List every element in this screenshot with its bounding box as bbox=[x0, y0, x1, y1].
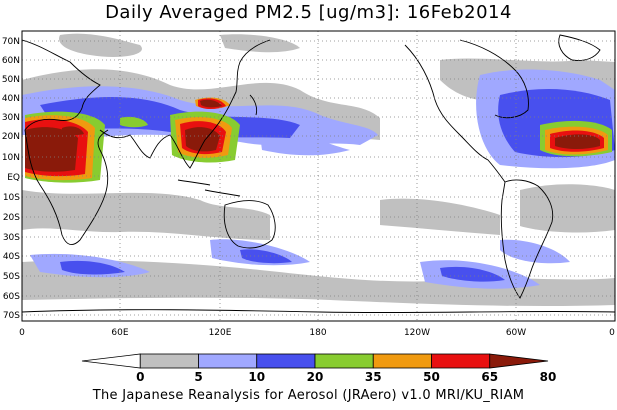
colorbar-tick-label: 65 bbox=[481, 370, 498, 384]
colorbar-swatch bbox=[139, 353, 199, 369]
lat-label-30s: 30S bbox=[3, 233, 20, 243]
colorbar-swatch bbox=[431, 353, 491, 369]
colorbar-labels: 0 5 10 20 35 50 65 80 bbox=[136, 370, 556, 384]
colorbar-tick-label: 20 bbox=[307, 370, 324, 384]
colorbar-tick-label: 5 bbox=[194, 370, 202, 384]
map-frame bbox=[21, 30, 616, 322]
lat-label-eq: EQ bbox=[7, 173, 20, 183]
colorbar-swatch bbox=[256, 353, 316, 369]
colorbar bbox=[81, 353, 549, 369]
lat-label-20s: 20S bbox=[3, 213, 20, 223]
lat-label-10n: 10N bbox=[2, 153, 20, 163]
lon-label-60e: 60E bbox=[111, 328, 128, 338]
lat-label-50n: 50N bbox=[2, 75, 20, 85]
lat-label-20n: 20N bbox=[2, 132, 20, 142]
lon-label-180: 180 bbox=[309, 328, 326, 338]
colorbar-tick-label: 35 bbox=[365, 370, 382, 384]
colorbar-tick-label: 10 bbox=[248, 370, 265, 384]
lon-label-0-left: 0 bbox=[19, 328, 25, 338]
lon-label-60w: 60W bbox=[506, 328, 526, 338]
lat-label-40s: 40S bbox=[3, 252, 20, 262]
lat-label-10s: 10S bbox=[3, 193, 20, 203]
colorbar-swatch bbox=[81, 353, 141, 369]
coastlines bbox=[22, 34, 615, 314]
colorbar-swatch bbox=[489, 353, 549, 369]
gridlines bbox=[22, 31, 615, 321]
lon-label-120e: 120E bbox=[209, 328, 232, 338]
lat-label-70s: 70S bbox=[3, 311, 20, 321]
lat-label-70n: 70N bbox=[2, 37, 20, 47]
lon-label-120w: 120W bbox=[404, 328, 430, 338]
colorbar-tick-label: 50 bbox=[423, 370, 440, 384]
map-title: Daily Averaged PM2.5 [ug/m3]: 16Feb2014 bbox=[105, 2, 512, 23]
pm25-band-80-plus bbox=[25, 99, 600, 172]
lon-label-0-right: 0 bbox=[609, 328, 615, 338]
colorbar-tick-label: 0 bbox=[136, 370, 144, 384]
colorbar-swatch bbox=[372, 353, 432, 369]
pm25-shading bbox=[22, 33, 615, 307]
lat-label-50s: 50S bbox=[3, 272, 20, 282]
lat-label-40n: 40N bbox=[2, 94, 20, 104]
colorbar-tick-label: 80 bbox=[540, 370, 557, 384]
lat-label-60n: 60N bbox=[2, 56, 20, 66]
footer-credit: The Japanese Reanalysis for Aerosol (JRA… bbox=[92, 388, 525, 403]
lat-label-30n: 30N bbox=[2, 113, 20, 123]
colorbar-swatch bbox=[314, 353, 374, 369]
lat-label-60s: 60S bbox=[3, 292, 20, 302]
colorbar-swatch bbox=[198, 353, 258, 369]
